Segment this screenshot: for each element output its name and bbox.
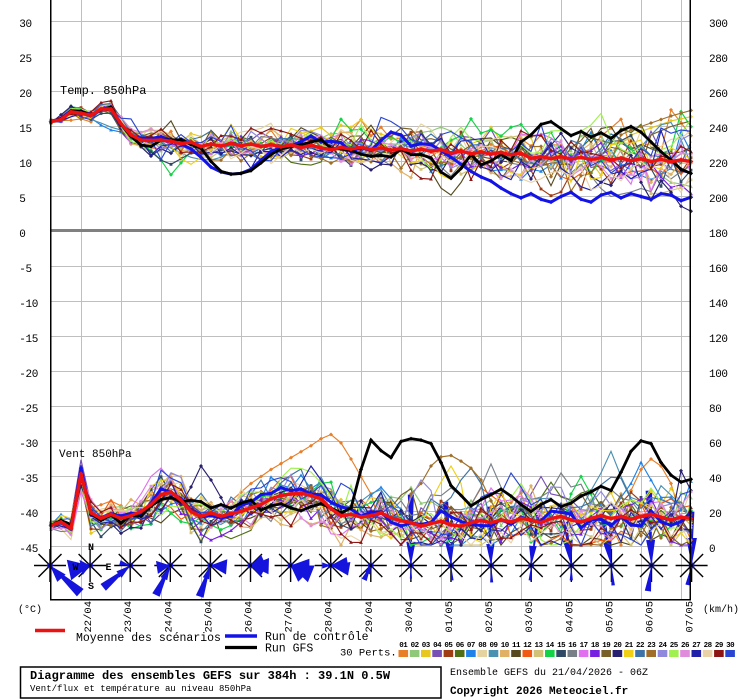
svg-text:10: 10 xyxy=(501,642,510,650)
svg-text:(°C): (°C) xyxy=(18,604,42,616)
svg-text:-20: -20 xyxy=(19,369,38,381)
svg-text:16: 16 xyxy=(568,642,577,650)
svg-text:-45: -45 xyxy=(19,544,38,556)
svg-text:28: 28 xyxy=(704,642,713,650)
svg-text:02/05: 02/05 xyxy=(484,601,496,633)
svg-text:S: S xyxy=(88,582,94,593)
svg-text:40: 40 xyxy=(709,474,721,486)
svg-text:04: 04 xyxy=(433,642,442,650)
svg-text:140: 140 xyxy=(709,299,728,311)
svg-text:Run de contrôle: Run de contrôle xyxy=(265,631,369,644)
svg-text:E: E xyxy=(105,563,111,574)
svg-text:80: 80 xyxy=(709,404,721,416)
svg-text:W: W xyxy=(72,563,78,574)
svg-text:-10: -10 xyxy=(19,299,38,311)
svg-text:-35: -35 xyxy=(19,474,38,486)
svg-text:07: 07 xyxy=(467,642,475,650)
svg-text:240: 240 xyxy=(709,124,728,136)
svg-text:05/05: 05/05 xyxy=(604,601,616,633)
svg-text:01: 01 xyxy=(399,642,408,650)
svg-text:30/04: 30/04 xyxy=(404,601,416,633)
svg-text:12: 12 xyxy=(523,642,532,650)
svg-text:08: 08 xyxy=(478,642,487,650)
svg-text:27: 27 xyxy=(692,642,700,650)
svg-text:06/05: 06/05 xyxy=(645,601,657,633)
svg-text:13: 13 xyxy=(534,642,543,650)
svg-text:22/04: 22/04 xyxy=(83,601,95,633)
svg-text:Temp. 850hPa: Temp. 850hPa xyxy=(60,84,146,98)
svg-text:Copyright 2026 Meteociel.fr: Copyright 2026 Meteociel.fr xyxy=(450,686,628,698)
svg-text:27/04: 27/04 xyxy=(284,601,296,633)
svg-text:03: 03 xyxy=(422,642,431,650)
svg-text:15: 15 xyxy=(19,124,31,136)
svg-text:24/04: 24/04 xyxy=(163,601,175,633)
svg-text:0: 0 xyxy=(19,229,25,241)
svg-text:100: 100 xyxy=(709,369,728,381)
svg-text:25: 25 xyxy=(670,642,679,650)
svg-text:10: 10 xyxy=(19,159,31,171)
svg-text:120: 120 xyxy=(709,334,728,346)
svg-text:30 Perts.: 30 Perts. xyxy=(340,648,397,660)
svg-text:04/05: 04/05 xyxy=(564,601,576,633)
svg-text:200: 200 xyxy=(709,194,728,206)
svg-text:18: 18 xyxy=(591,642,600,650)
svg-text:21: 21 xyxy=(625,642,634,650)
svg-text:0: 0 xyxy=(709,544,715,556)
svg-text:Moyenne des scénarios: Moyenne des scénarios xyxy=(76,632,221,645)
svg-text:-15: -15 xyxy=(19,334,38,346)
svg-text:15: 15 xyxy=(557,642,566,650)
svg-text:280: 280 xyxy=(709,54,728,66)
svg-text:-30: -30 xyxy=(19,439,38,451)
svg-text:20: 20 xyxy=(19,89,31,101)
svg-text:-25: -25 xyxy=(19,404,38,416)
svg-text:19: 19 xyxy=(602,642,611,650)
svg-text:22: 22 xyxy=(636,642,645,650)
svg-text:11: 11 xyxy=(512,642,521,650)
svg-text:03/05: 03/05 xyxy=(524,601,536,633)
svg-text:01/05: 01/05 xyxy=(444,601,456,633)
svg-text:300: 300 xyxy=(709,19,728,31)
svg-text:Ensemble GEFS du 21/04/2026 -: Ensemble GEFS du 21/04/2026 - 06Z xyxy=(450,667,648,679)
svg-text:Vent 850hPa: Vent 850hPa xyxy=(59,449,132,461)
svg-text:26/04: 26/04 xyxy=(244,601,256,633)
svg-text:24: 24 xyxy=(658,642,667,650)
svg-text:220: 220 xyxy=(709,159,728,171)
svg-text:Run GFS: Run GFS xyxy=(265,643,313,656)
svg-text:60: 60 xyxy=(709,439,721,451)
svg-text:N: N xyxy=(88,543,94,554)
svg-text:180: 180 xyxy=(709,229,728,241)
svg-text:28/04: 28/04 xyxy=(324,601,336,633)
svg-text:30: 30 xyxy=(726,642,735,650)
svg-text:23: 23 xyxy=(647,642,656,650)
svg-text:-5: -5 xyxy=(19,264,31,276)
svg-text:02: 02 xyxy=(411,642,420,650)
svg-text:25: 25 xyxy=(19,54,31,66)
svg-text:160: 160 xyxy=(709,264,728,276)
svg-text:25/04: 25/04 xyxy=(203,601,215,633)
svg-text:06: 06 xyxy=(456,642,465,650)
svg-text:30: 30 xyxy=(19,19,31,31)
svg-text:29: 29 xyxy=(715,642,724,650)
svg-text:23/04: 23/04 xyxy=(123,601,135,633)
svg-text:5: 5 xyxy=(19,194,25,206)
svg-text:Diagramme des ensembles GEFS s: Diagramme des ensembles GEFS sur 384h : … xyxy=(30,669,391,683)
svg-text:17: 17 xyxy=(580,642,588,650)
svg-text:07/05: 07/05 xyxy=(685,601,697,633)
svg-text:(km/h): (km/h) xyxy=(703,604,739,616)
svg-text:09: 09 xyxy=(489,642,498,650)
svg-text:20: 20 xyxy=(613,642,622,650)
svg-text:-40: -40 xyxy=(19,509,38,521)
svg-text:29/04: 29/04 xyxy=(364,601,376,633)
svg-text:14: 14 xyxy=(546,642,555,650)
svg-text:26: 26 xyxy=(681,642,690,650)
svg-text:20: 20 xyxy=(709,509,721,521)
svg-text:260: 260 xyxy=(709,89,728,101)
svg-text:05: 05 xyxy=(444,642,453,650)
svg-text:Vent/flux et température au ni: Vent/flux et température au niveau 850hP… xyxy=(30,684,252,694)
